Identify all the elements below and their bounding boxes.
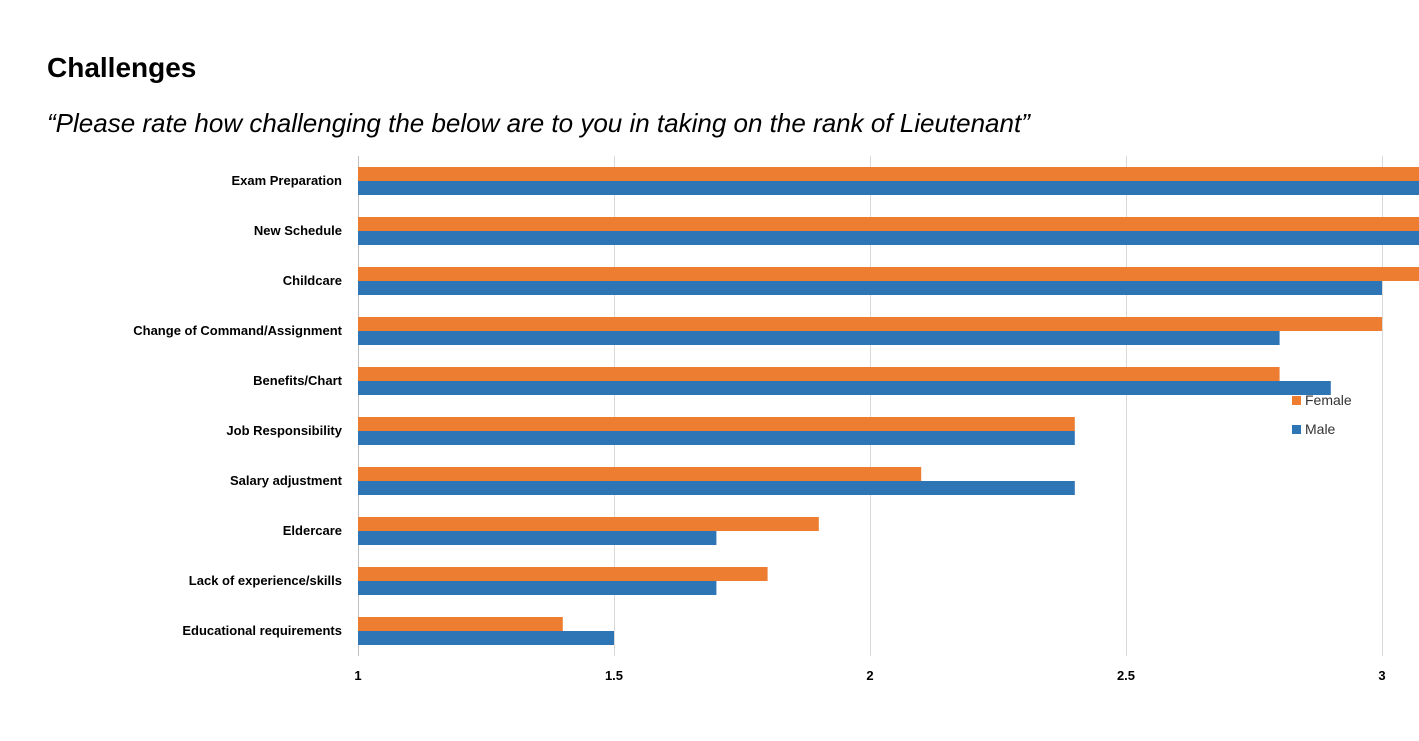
category-labels: Exam Preparation New Schedule Childcare Cha…: [133, 173, 343, 638]
bar-female-9: [358, 617, 563, 631]
bar-female-0: [358, 167, 1419, 181]
bar-male-4: [358, 381, 1331, 395]
bar-female-4: [358, 367, 1280, 381]
category-label: Lack of experience/skills: [189, 573, 342, 588]
bar-male-8: [358, 581, 717, 595]
bar-male-7: [358, 531, 717, 545]
bars: [358, 167, 1419, 645]
legend-swatch-male: [1292, 425, 1301, 434]
x-tick-label: 2: [866, 668, 873, 683]
bar-male-9: [358, 631, 614, 645]
legend-swatch-female: [1292, 396, 1301, 405]
category-label: Salary adjustment: [230, 473, 343, 488]
bar-male-5: [358, 431, 1075, 445]
bar-male-1: [358, 231, 1419, 245]
bar-male-2: [358, 281, 1382, 295]
bar-female-5: [358, 417, 1075, 431]
x-tick-label: 1: [354, 668, 361, 683]
bar-female-7: [358, 517, 819, 531]
chart-subtitle: “Please rate how challenging the below a…: [47, 108, 1030, 138]
bar-male-3: [358, 331, 1280, 345]
legend-label-female: Female: [1305, 392, 1352, 408]
x-tick-label: 2.5: [1117, 668, 1135, 683]
bar-female-8: [358, 567, 768, 581]
bar-female-1: [358, 217, 1419, 231]
bar-male-0: [358, 181, 1419, 195]
category-label: Eldercare: [283, 523, 342, 538]
chart-title: Challenges: [47, 52, 197, 83]
category-label: Change of Command/Assignment: [133, 323, 342, 338]
category-label: Exam Preparation: [231, 173, 342, 188]
category-label: Educational requirements: [182, 623, 342, 638]
bar-female-2: [358, 267, 1419, 281]
bar-male-6: [358, 481, 1075, 495]
bar-female-3: [358, 317, 1382, 331]
legend-label-male: Male: [1305, 421, 1336, 437]
legend: Female Male: [1292, 392, 1352, 437]
bar-female-6: [358, 467, 922, 481]
x-tick-labels: 11.522.533.544.5: [354, 668, 1385, 683]
x-tick-label: 3: [1378, 668, 1385, 683]
category-label: New Schedule: [254, 223, 342, 238]
category-label: Childcare: [283, 273, 342, 288]
x-tick-label: 1.5: [605, 668, 623, 683]
category-label: Benefits/Chart: [253, 373, 343, 388]
category-label: Job Responsibility: [226, 423, 342, 438]
